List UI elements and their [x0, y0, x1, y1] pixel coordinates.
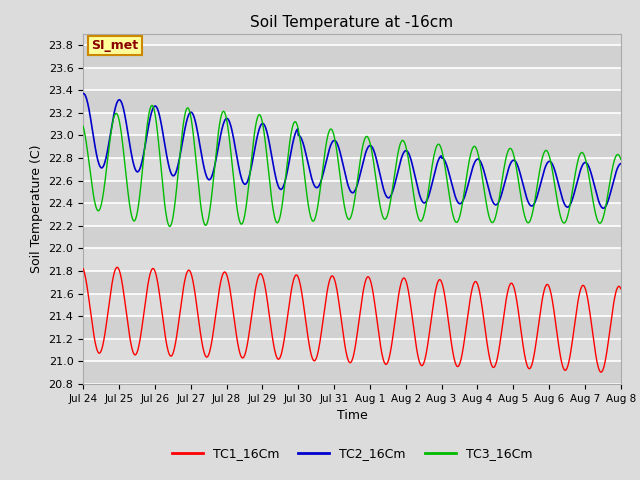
Y-axis label: Soil Temperature (C): Soil Temperature (C) [30, 144, 43, 273]
Bar [83, 45, 621, 68]
Bar [83, 361, 621, 384]
Title: Soil Temperature at -16cm: Soil Temperature at -16cm [250, 15, 454, 30]
Bar [83, 271, 621, 294]
Text: SI_met: SI_met [92, 39, 138, 52]
Bar [83, 90, 621, 113]
X-axis label: Time: Time [337, 409, 367, 422]
Bar [83, 135, 621, 158]
Bar [83, 180, 621, 203]
Bar [83, 226, 621, 248]
Legend: TC1_16Cm, TC2_16Cm, TC3_16Cm: TC1_16Cm, TC2_16Cm, TC3_16Cm [166, 443, 538, 465]
Bar [83, 316, 621, 339]
